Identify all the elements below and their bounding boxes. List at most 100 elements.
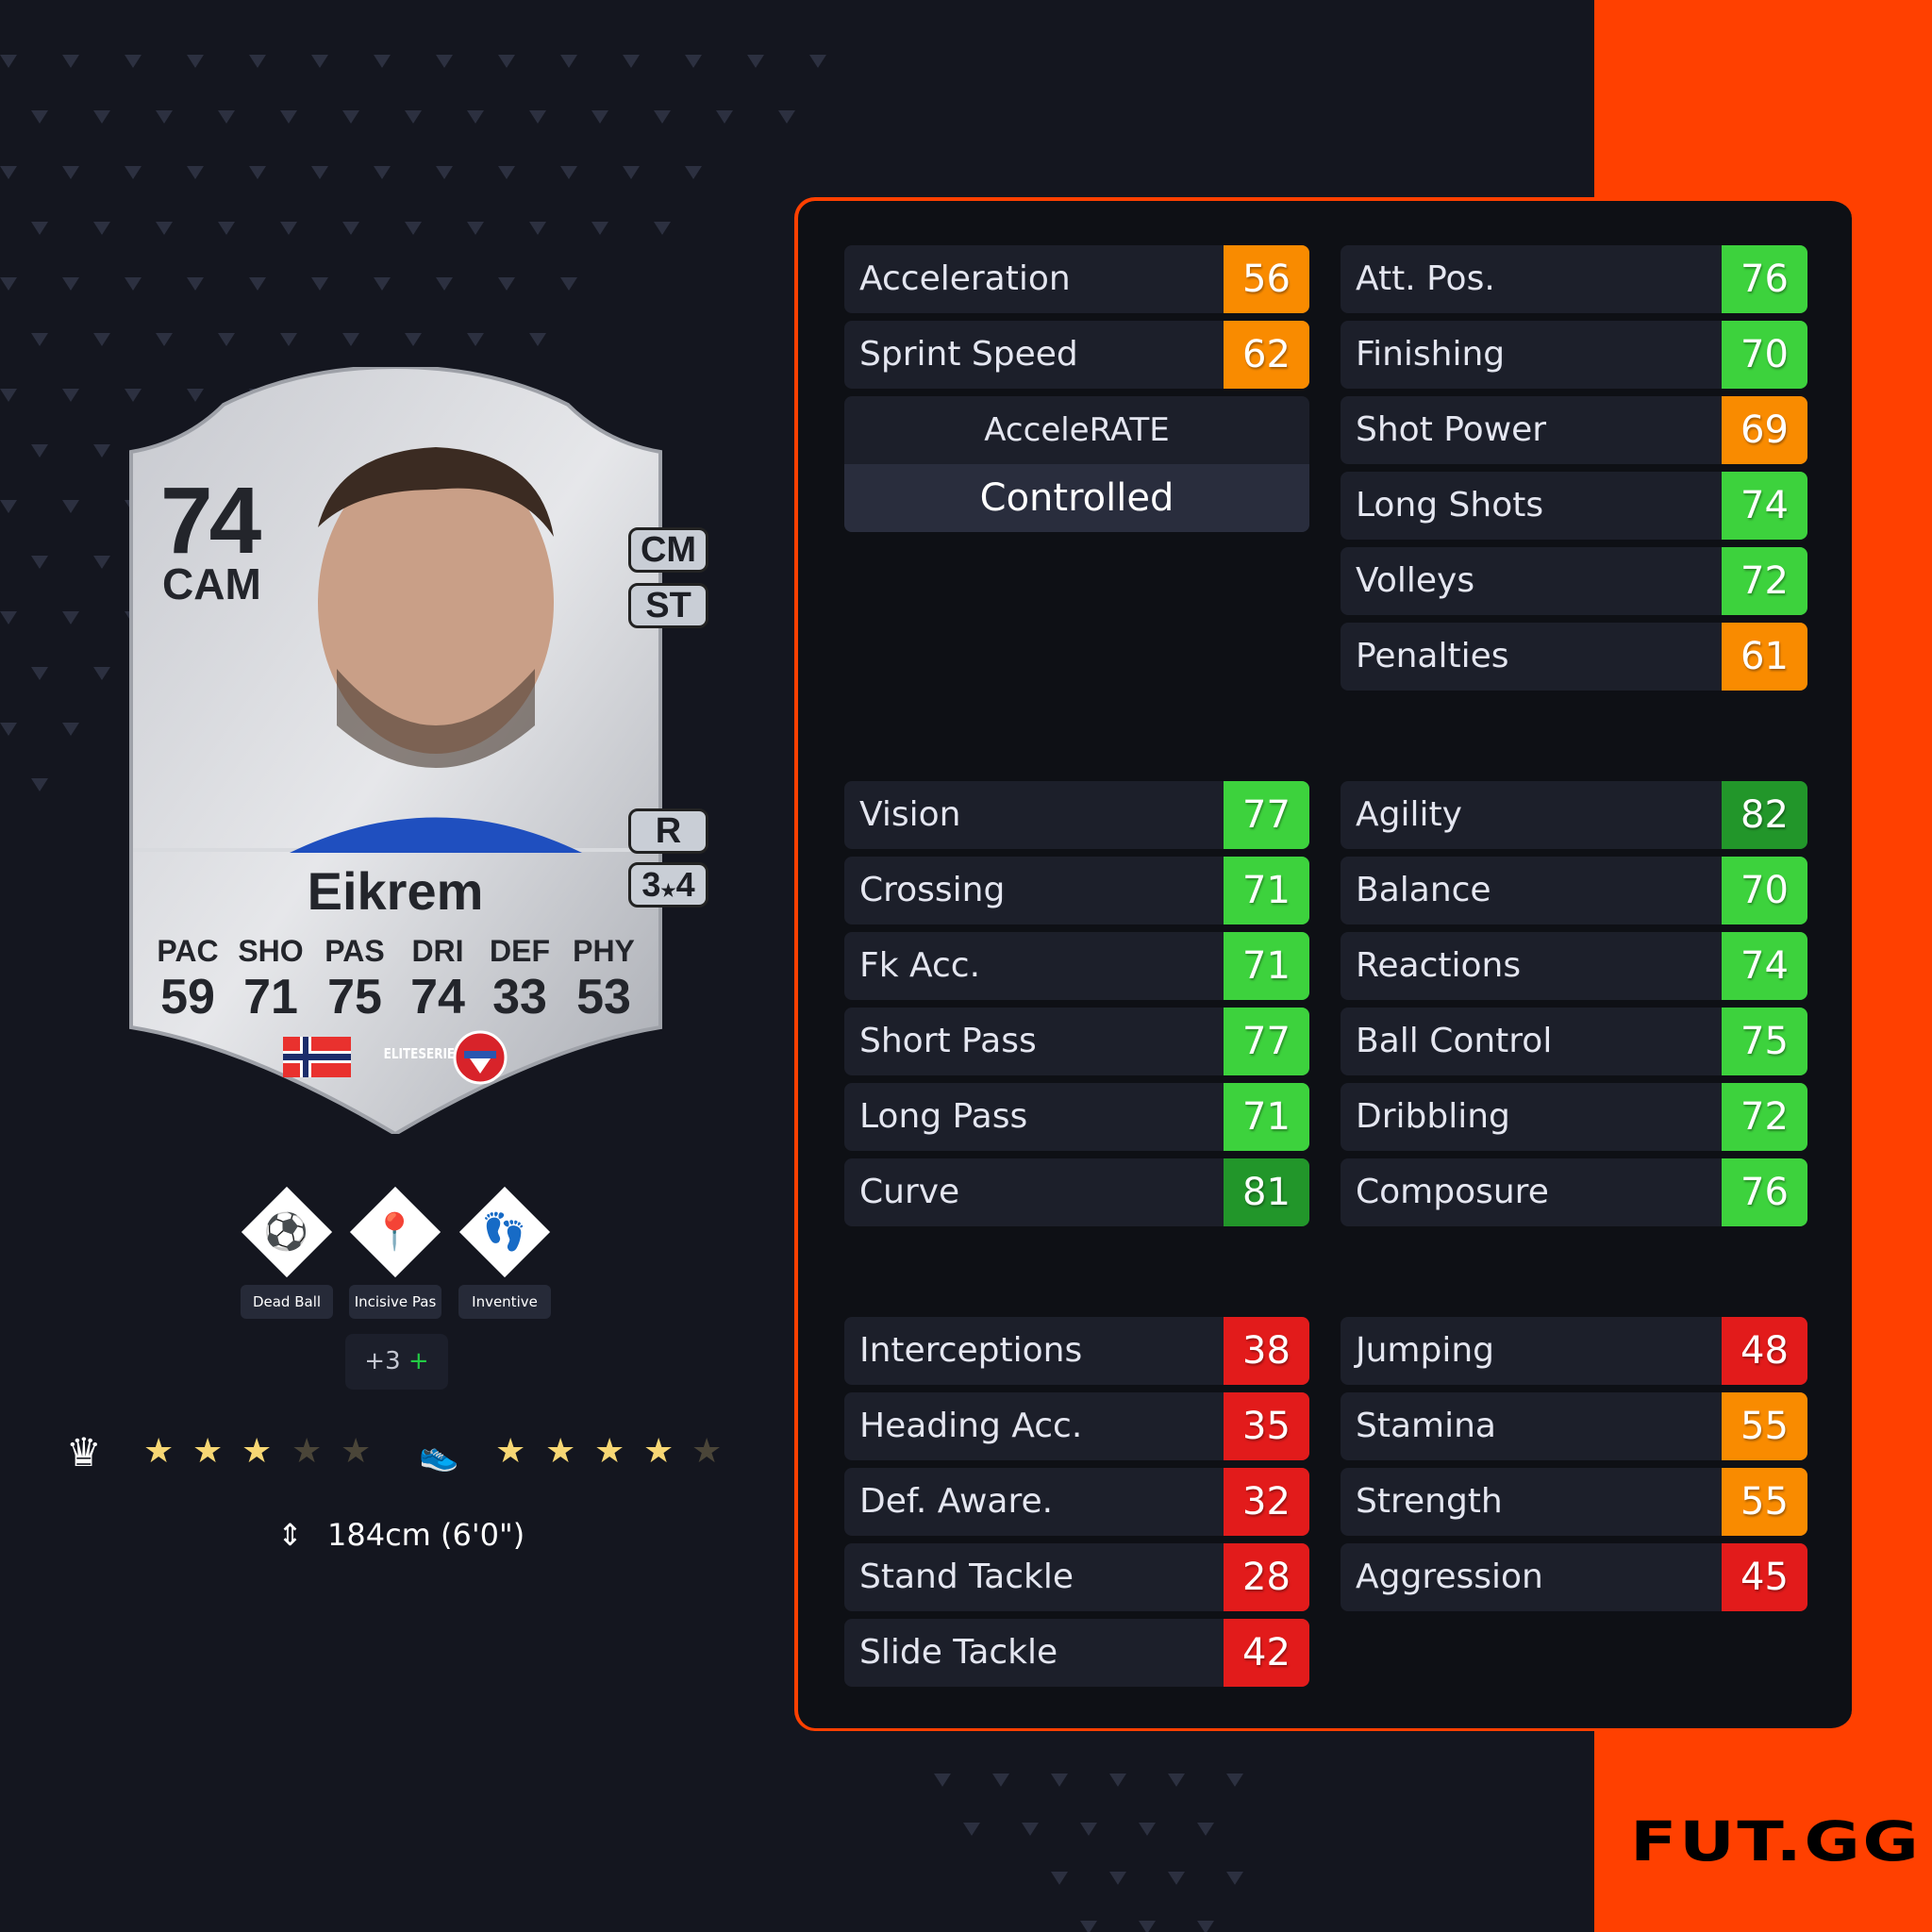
dead-ball-icon: ⚽	[241, 1186, 333, 1278]
pattern-triangle	[62, 389, 79, 402]
nation-flag	[283, 1037, 351, 1077]
stat-row: Finishing 70	[1341, 321, 1807, 389]
pattern-triangle	[280, 333, 297, 346]
stat-label: Acceleration	[859, 259, 1071, 298]
stat-value: 56	[1224, 245, 1309, 313]
playstyle-label: Dead Ball	[241, 1285, 333, 1319]
pattern-triangle	[992, 1774, 1009, 1787]
pattern-triangle	[467, 333, 484, 346]
more-playstyles-button[interactable]: +3 +	[345, 1334, 448, 1390]
pattern-triangle	[31, 222, 48, 235]
alt-position-st: ST	[628, 583, 708, 628]
pattern-triangle	[374, 277, 391, 291]
stat-row: Stand Tackle 28	[844, 1543, 1309, 1611]
face-stat-label: SHO	[238, 934, 304, 968]
pattern-triangle	[125, 55, 142, 68]
pattern-triangle	[187, 389, 204, 402]
weak-foot-star: ★	[643, 1432, 675, 1471]
face-stat-value: 75	[327, 970, 382, 1024]
stat-row: Strength 55	[1341, 1468, 1807, 1536]
pattern-triangle	[62, 723, 79, 736]
pattern-triangle	[405, 110, 422, 124]
pattern-triangle	[218, 222, 235, 235]
stat-value: 74	[1722, 472, 1807, 540]
league-logo: ELITESERIEN	[383, 1045, 465, 1062]
stat-row: Penalties 61	[1341, 623, 1807, 691]
stat-value: 71	[1224, 857, 1309, 924]
skill-moves-icon: ♛	[66, 1429, 102, 1475]
stat-label: Stand Tackle	[859, 1557, 1074, 1596]
inventive-icon: 👣	[458, 1186, 551, 1278]
stat-value: 35	[1224, 1392, 1309, 1460]
stat-label: Def. Aware.	[859, 1482, 1054, 1521]
playstyle-item[interactable]: 📍 Incisive Pas	[343, 1186, 447, 1319]
stat-row: Vision 77	[844, 781, 1309, 849]
pattern-triangle	[0, 611, 17, 625]
playstyle-item[interactable]: 👣 Inventive	[453, 1186, 557, 1319]
stat-value: 77	[1224, 781, 1309, 849]
stat-value: 45	[1722, 1543, 1807, 1611]
pattern-triangle	[654, 110, 671, 124]
playstyle-item[interactable]: ⚽ Dead Ball	[235, 1186, 339, 1319]
stat-row: Ball Control 75	[1341, 1008, 1807, 1075]
stat-value: 55	[1722, 1392, 1807, 1460]
pattern-triangle	[405, 333, 422, 346]
pattern-triangle	[1022, 1823, 1039, 1836]
pattern-triangle	[62, 277, 79, 291]
pattern-triangle	[218, 110, 235, 124]
pattern-triangle	[31, 110, 48, 124]
stat-row: Reactions 74	[1341, 932, 1807, 1000]
pattern-triangle	[0, 500, 17, 513]
weak-foot-value: 4	[675, 865, 695, 904]
stat-value: 62	[1224, 321, 1309, 389]
pattern-triangle	[1109, 1774, 1126, 1787]
face-stat-label: DRI	[411, 934, 464, 968]
pattern-triangle	[436, 166, 453, 179]
star-icon: ★	[660, 881, 676, 900]
pattern-triangle	[1197, 1921, 1214, 1932]
pattern-triangle	[93, 333, 110, 346]
pattern-triangle	[0, 277, 17, 291]
pattern-triangle	[62, 500, 79, 513]
pattern-triangle	[1139, 1921, 1156, 1932]
skill-move-star: ★	[242, 1432, 273, 1471]
pattern-triangle	[498, 277, 515, 291]
pattern-triangle	[405, 222, 422, 235]
club-badge	[453, 1030, 508, 1085]
stat-label: Fk Acc.	[859, 946, 981, 985]
stat-label: Long Pass	[859, 1097, 1028, 1136]
face-stat-value: 53	[576, 970, 631, 1024]
stat-row: Slide Tackle 42	[844, 1619, 1309, 1687]
pattern-triangle	[1051, 1774, 1068, 1787]
stat-value: 76	[1722, 245, 1807, 313]
weak-foot-star: ★	[495, 1432, 526, 1471]
stat-label: Curve	[859, 1173, 960, 1211]
pattern-triangle	[654, 222, 671, 235]
stat-value: 32	[1224, 1468, 1309, 1536]
pattern-triangle	[467, 222, 484, 235]
stat-row: Composure 76	[1341, 1158, 1807, 1226]
stat-label: Finishing	[1356, 335, 1506, 374]
stat-label: Interceptions	[859, 1331, 1083, 1370]
pattern-triangle	[747, 55, 764, 68]
pattern-triangle	[280, 110, 297, 124]
stat-label: Strength	[1356, 1482, 1503, 1521]
player-card[interactable]	[120, 367, 672, 1134]
playstyle-label: Incisive Pas	[349, 1285, 441, 1319]
pattern-triangle	[93, 556, 110, 569]
stat-row: Dribbling 72	[1341, 1083, 1807, 1151]
pattern-triangle	[187, 166, 204, 179]
pattern-triangle	[311, 277, 328, 291]
stat-row: Att. Pos. 76	[1341, 245, 1807, 313]
accelerate-box: AcceleRATE Controlled	[844, 396, 1309, 532]
pattern-triangle	[685, 55, 702, 68]
pattern-triangle	[0, 723, 17, 736]
weak-foot-star: ★	[691, 1432, 723, 1471]
stat-row: Def. Aware. 32	[844, 1468, 1309, 1536]
pattern-triangle	[249, 277, 266, 291]
face-stat-value: 71	[243, 970, 298, 1024]
pattern-triangle	[311, 55, 328, 68]
weak-foot-star: ★	[594, 1432, 625, 1471]
incisive-pass-icon: 📍	[349, 1186, 441, 1278]
